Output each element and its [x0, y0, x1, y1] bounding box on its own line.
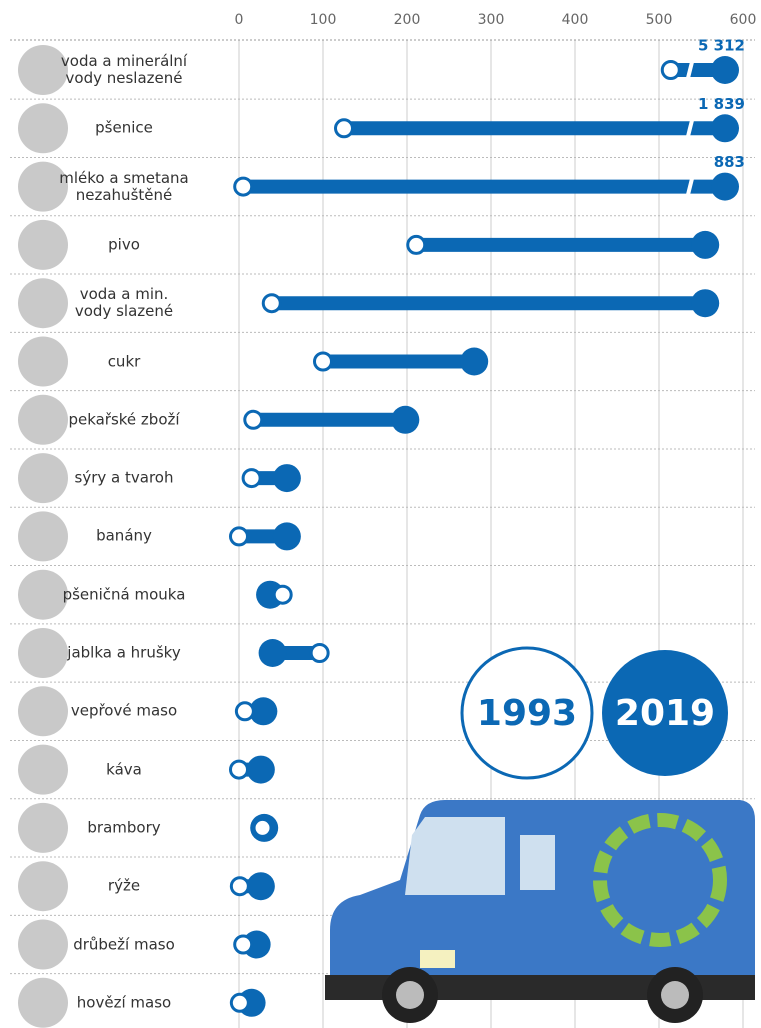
- point-2019: [249, 697, 278, 726]
- point-2019: [246, 755, 275, 784]
- point-1993: [243, 409, 264, 430]
- icon: [18, 744, 68, 795]
- point-1993: [229, 992, 250, 1013]
- x-tick-label: 400: [562, 12, 589, 28]
- icon: [18, 103, 68, 154]
- point-1993: [233, 176, 254, 197]
- category-label: káva: [106, 760, 142, 779]
- x-tick-label: 300: [478, 12, 505, 28]
- point-1993: [229, 526, 249, 547]
- axis-break: [685, 174, 695, 200]
- icon: [18, 628, 68, 678]
- point-1993: [261, 293, 282, 314]
- legend-1993: [460, 646, 594, 780]
- category-label: voda a min. vody slazené: [74, 285, 174, 321]
- legend-label: 2019: [615, 693, 715, 734]
- point-1993: [234, 701, 255, 722]
- x-tick-label: 600: [730, 12, 757, 28]
- value-label: 5 312: [698, 37, 745, 55]
- point-2019: [711, 172, 739, 201]
- category-label: sýry a tvaroh: [74, 468, 174, 487]
- point-2019: [272, 464, 301, 493]
- icon: [18, 336, 68, 387]
- category-label: hovězí maso: [76, 993, 172, 1012]
- point-2019: [391, 405, 420, 434]
- category-label: drůbeží maso: [73, 935, 175, 953]
- point-1993: [233, 934, 254, 955]
- point-1993: [313, 351, 333, 372]
- category-label: voda a minerální vody neslazené: [60, 52, 188, 87]
- point-2019: [711, 114, 739, 143]
- category-label: brambory: [87, 818, 161, 837]
- icon: [18, 394, 68, 445]
- x-tick-label: 100: [310, 12, 337, 28]
- legend-label: 1993: [477, 693, 577, 734]
- point-1993: [309, 643, 330, 663]
- category-label: rýže: [107, 876, 141, 895]
- icon: [18, 161, 68, 212]
- axis-break: [685, 57, 695, 83]
- icon: [18, 511, 68, 562]
- point-1993: [660, 60, 681, 80]
- icon: [18, 219, 68, 270]
- x-tick-label: 0: [235, 12, 244, 28]
- icon: [18, 919, 68, 970]
- category-label: pekařské zboží: [68, 410, 180, 429]
- point-1993: [406, 234, 427, 255]
- category-label: mléko a smetana nezahuštěné: [59, 168, 189, 204]
- icon: [18, 453, 68, 504]
- icon: [18, 278, 68, 329]
- category-label: pšeničná mouka: [62, 585, 186, 604]
- point-2019: [246, 872, 275, 901]
- category-label: cukr: [107, 352, 141, 370]
- icon: [18, 861, 68, 912]
- point-2019: [258, 639, 287, 667]
- category-label: vepřové maso: [70, 701, 178, 720]
- icon: [18, 45, 68, 95]
- category-label: jablka a hrušky: [67, 643, 181, 662]
- category-label: pšenice: [95, 118, 153, 137]
- category-label: banány: [96, 526, 152, 545]
- x-tick-label: 200: [394, 12, 421, 28]
- point-1993: [241, 468, 262, 489]
- category-label: pivo: [108, 235, 140, 254]
- value-label: 1 839: [698, 95, 745, 113]
- icon: [18, 569, 68, 620]
- point-1993: [229, 876, 250, 897]
- van: [325, 800, 755, 1023]
- x-tick-label: 500: [646, 12, 673, 28]
- point-2019: [460, 347, 489, 376]
- point-1993: [229, 759, 249, 780]
- point-1993: [252, 817, 273, 838]
- point-2019: [711, 56, 739, 84]
- point-1993: [334, 118, 354, 139]
- value-label: 883: [714, 153, 745, 171]
- point-2019: [272, 522, 301, 551]
- icon: [18, 977, 68, 1028]
- point-2019: [691, 289, 720, 318]
- icon: [18, 802, 68, 853]
- icon: [18, 686, 68, 737]
- axis-break: [685, 115, 695, 141]
- point-1993: [272, 584, 293, 605]
- legend-2019: [602, 650, 728, 776]
- point-2019: [691, 230, 720, 259]
